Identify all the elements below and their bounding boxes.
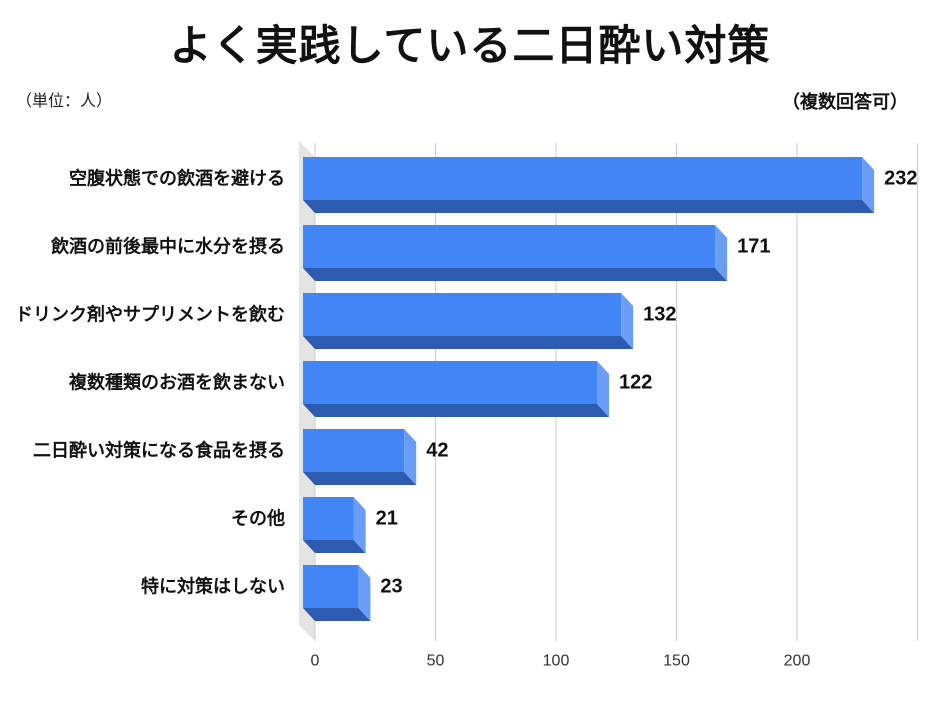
x-axis-tick-labels: 0 50 100 150 200 [311,653,811,670]
bar [303,293,634,349]
bar-front-face [303,429,405,472]
bar-side-face [862,157,875,213]
data-label: 42 [426,440,448,462]
category-label: 飲酒の前後最中に水分を摂る [50,236,285,257]
x-tick-label: 200 [784,653,811,670]
bar [303,497,366,553]
bar-bottom-face [303,472,417,485]
bar [303,429,417,485]
bar-bottom-face [303,540,366,553]
category-label: その他 [231,508,285,529]
bar-side-face [597,361,610,417]
bar-bottom-face [303,268,728,281]
bar [303,225,728,281]
bar-front-face [303,293,622,336]
bar [303,157,875,213]
bar-side-face [358,565,371,621]
data-label: 23 [380,576,402,598]
category-label: 複数種類のお酒を飲まない [68,372,285,393]
unit-label: （単位：人） [16,93,113,110]
category-label: 空腹状態での飲酒を避ける [69,168,285,189]
bar-bottom-face [303,336,634,349]
bar-side-face [715,225,728,281]
bar-bottom-face [303,200,875,213]
bar-bottom-face [303,608,371,621]
category-labels: 空腹状態での飲酒を避ける飲酒の前後最中に水分を摂るドリンク剤やサプリメントを飲む… [15,168,285,597]
multiple-answers-note: （複数回答可） [782,92,908,112]
bar-front-face [303,361,598,404]
x-tick-label: 100 [543,653,570,670]
bars [303,157,875,621]
data-label: 232 [884,168,917,190]
bar-side-face [353,497,366,553]
bar-bottom-face [303,404,610,417]
bar-front-face [303,497,354,540]
data-label: 132 [643,304,676,326]
bar-front-face [303,225,716,268]
chart-title: よく実践している二日酔い対策 [169,22,771,69]
data-label: 171 [737,236,770,258]
bar-front-face [303,157,863,200]
x-tick-label: 150 [663,653,690,670]
category-label: ドリンク剤やサプリメントを飲む [15,304,285,325]
x-tick-label: 0 [311,653,320,670]
bar [303,361,610,417]
data-labels: 232 171 132 122 42 21 23 [376,168,918,598]
data-label: 21 [376,508,398,530]
x-tick-label: 50 [427,653,445,670]
data-label: 122 [619,372,652,394]
bar-side-face [404,429,417,485]
bar-side-face [621,293,634,349]
category-label: 二日酔い対策になる食品を摂る [33,440,285,461]
category-label: 特に対策はしない [141,576,285,597]
bar [303,565,371,621]
bar-front-face [303,565,359,608]
